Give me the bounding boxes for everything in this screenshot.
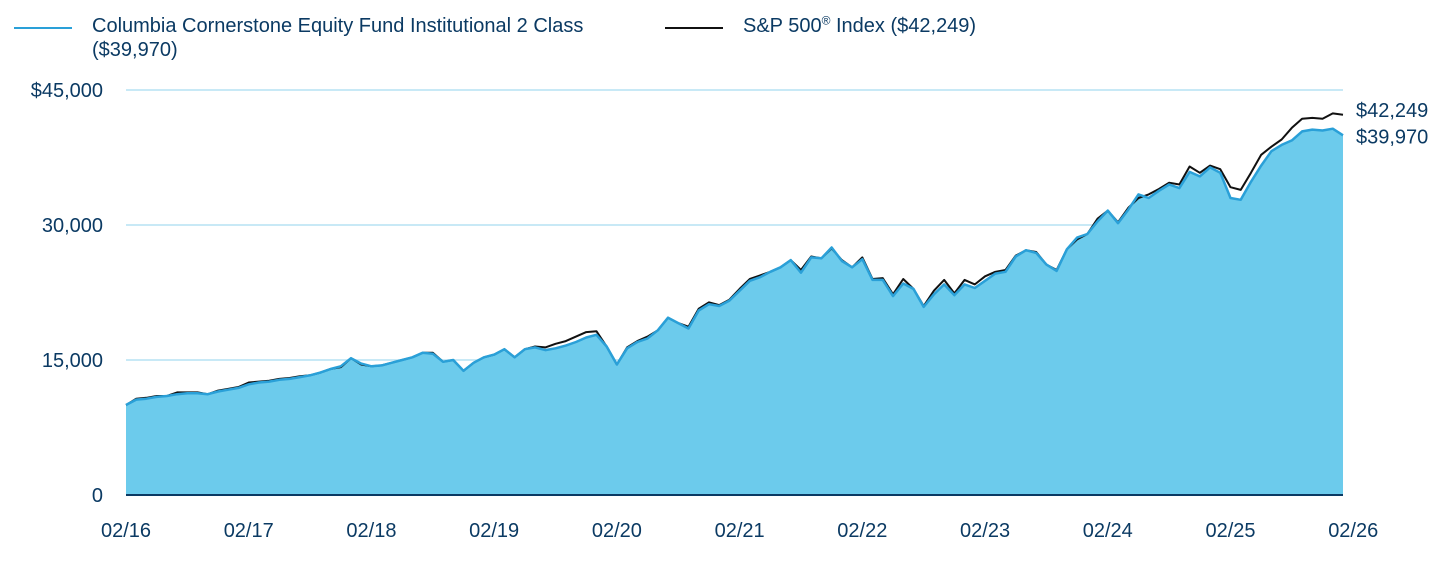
fund-area bbox=[126, 128, 1343, 495]
x-tick-label: 02/25 bbox=[1205, 520, 1255, 542]
index-end-label: $42,249 bbox=[1356, 100, 1428, 122]
legend-item-fund: Columbia Cornerstone Equity Fund Institu… bbox=[14, 14, 632, 62]
legend-label-index-sup: ® bbox=[821, 13, 831, 28]
legend-label-index: S&P 500® Index ($42,249) bbox=[743, 14, 976, 38]
x-tick-label: 02/21 bbox=[715, 520, 765, 542]
legend-swatch-fund bbox=[14, 27, 72, 29]
x-tick-label: 02/20 bbox=[592, 520, 642, 542]
x-tick-label: 02/22 bbox=[837, 520, 887, 542]
x-tick-label: 02/23 bbox=[960, 520, 1010, 542]
series-lines bbox=[125, 112, 1344, 407]
fund-end-label: $39,970 bbox=[1356, 126, 1428, 148]
y-tick-label: 15,000 bbox=[42, 350, 103, 372]
legend-label-fund: Columbia Cornerstone Equity Fund Institu… bbox=[92, 15, 584, 61]
legend-label-index-main: S&P 500 bbox=[743, 15, 822, 37]
x-tick-label: 02/19 bbox=[469, 520, 519, 542]
x-tick-label: 02/17 bbox=[224, 520, 274, 542]
y-tick-label: $45,000 bbox=[31, 80, 103, 102]
x-tick-label: 02/16 bbox=[101, 520, 151, 542]
fund-series-line bbox=[125, 127, 1344, 407]
y-tick-label: 30,000 bbox=[42, 215, 103, 237]
x-tick-label: 02/24 bbox=[1083, 520, 1133, 542]
legend-label-index-rest: Index ($42,249) bbox=[830, 15, 977, 37]
fund-area-layer bbox=[126, 128, 1343, 495]
y-tick-label: 0 bbox=[92, 485, 103, 507]
x-tick-label: 02/18 bbox=[346, 520, 396, 542]
labels: 0 15,000 30,000 $45,000 02/16 02/17 02/18 02/19… bbox=[31, 80, 1429, 542]
legend-swatch-index bbox=[665, 27, 723, 29]
legend-item-index: S&P 500® Index ($42,249) bbox=[665, 14, 976, 38]
x-tick-label: 02/26 bbox=[1328, 520, 1378, 542]
chart-legend: Columbia Cornerstone Equity Fund Institu… bbox=[0, 14, 1452, 70]
